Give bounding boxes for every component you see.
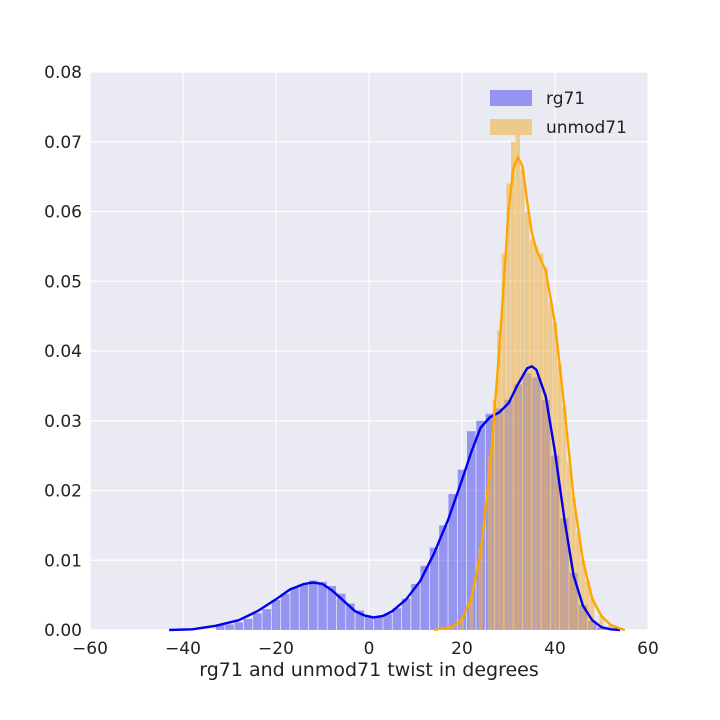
histogram-bar-rg71: [336, 593, 346, 630]
histogram-bar-unmod71: [469, 598, 474, 630]
histogram-bar-rg71: [467, 431, 476, 630]
histogram-bar-unmod71: [538, 253, 544, 630]
histogram-bar-rg71: [327, 586, 337, 630]
histogram-bar-rg71: [262, 609, 271, 630]
y-tick-label: 0.01: [44, 551, 82, 571]
histogram-bar-unmod71: [524, 211, 530, 630]
histogram-bar-unmod71: [529, 239, 534, 630]
histogram-bar-rg71: [392, 608, 402, 630]
histogram-bar-rg71: [374, 616, 383, 630]
x-axis-title: rg71 and unmod71 twist in degrees: [199, 659, 539, 681]
histogram-bar-unmod71: [450, 625, 455, 630]
kde-lines: [169, 155, 626, 632]
histogram-bar-rg71: [411, 583, 420, 630]
histogram-bar-rg71: [290, 587, 299, 630]
y-tick-label: 0.05: [44, 272, 82, 292]
legend-label-unmod71: unmod71: [546, 118, 627, 138]
histogram-bar-unmod71: [590, 598, 595, 630]
histogram-bar-rg71: [243, 618, 253, 630]
y-tick-label: 0.04: [44, 342, 82, 362]
histogram-bar-rg71: [383, 613, 392, 630]
histogram-bar-unmod71: [571, 497, 576, 630]
y-tick-label: 0.06: [44, 203, 82, 223]
histogram-bar-rg71: [355, 610, 364, 630]
histogram-bar-rg71: [225, 624, 234, 630]
kde-line-rg71: [169, 365, 621, 632]
histogram-bar-rg71: [299, 583, 309, 630]
histogram-bar-unmod71: [548, 302, 553, 630]
histogram-bars: [215, 134, 613, 630]
histogram-bar-unmod71: [552, 323, 558, 630]
histogram-bar-unmod71: [497, 330, 502, 630]
y-tick-label: 0.00: [44, 621, 82, 641]
histogram-bar-unmod71: [608, 625, 613, 630]
histogram-bar-rg71: [308, 580, 318, 630]
x-tick-label: 60: [637, 639, 659, 659]
histogram-bar-unmod71: [511, 141, 516, 630]
histogram-bar-unmod71: [580, 560, 586, 630]
legend-swatch-rg71: [490, 90, 532, 106]
histogram-bar-rg71: [420, 565, 430, 630]
legend-label-rg71: rg71: [546, 89, 585, 109]
kde-line-unmod71: [433, 155, 626, 632]
histogram-bar-unmod71: [557, 364, 562, 630]
y-tick-label: 0.03: [44, 412, 82, 432]
histogram-bar-unmod71: [478, 546, 483, 630]
histogram-bar-unmod71: [543, 267, 548, 630]
histogram-bar-rg71: [401, 598, 411, 630]
x-tick-label: −20: [258, 639, 294, 659]
x-tick-label: 0: [364, 639, 375, 659]
histogram-bar-rg71: [346, 603, 355, 630]
histogram-bar-rg71: [448, 493, 457, 630]
histogram-bar-rg71: [457, 469, 467, 630]
histogram-bar-unmod71: [599, 616, 604, 630]
histogram-bar-rg71: [271, 600, 281, 630]
histogram-bar-unmod71: [459, 619, 465, 630]
y-tick-label: 0.07: [44, 133, 82, 153]
histogram-bar-rg71: [234, 622, 244, 630]
histogram-bar-rg71: [318, 581, 327, 630]
histogram-bar-rg71: [364, 616, 374, 630]
histogram-bar-unmod71: [506, 183, 511, 630]
histogram-bar-rg71: [253, 613, 262, 630]
histogram-bar-unmod71: [501, 253, 506, 630]
tick-labels: −60 −40 −20 0 20 40 60 0.00 0.01 0.02 0.03 0.04 0.05…: [44, 63, 659, 659]
histogram-bar-unmod71: [576, 532, 581, 630]
y-tick-label: 0.02: [44, 482, 82, 502]
histogram-bar-rg71: [476, 420, 485, 630]
histogram-bar-rg71: [281, 593, 290, 630]
histogram-bar-unmod71: [520, 169, 525, 630]
x-tick-label: 40: [544, 639, 566, 659]
x-tick-label: −60: [72, 639, 108, 659]
y-tick-label: 0.08: [44, 63, 82, 83]
legend: rg71 unmod71: [490, 89, 627, 138]
histogram-bar-rg71: [429, 547, 439, 630]
histogram-bar-rg71: [439, 525, 448, 630]
x-tick-label: −40: [165, 639, 201, 659]
histogram-bar-unmod71: [585, 581, 590, 630]
legend-swatch-unmod71: [490, 119, 532, 135]
x-tick-label: 20: [451, 639, 473, 659]
histogram-bar-unmod71: [492, 399, 497, 630]
histogram-bar-unmod71: [534, 246, 539, 630]
histogram-bar-unmod71: [487, 455, 493, 630]
histogram-bar-rg71: [215, 625, 225, 630]
